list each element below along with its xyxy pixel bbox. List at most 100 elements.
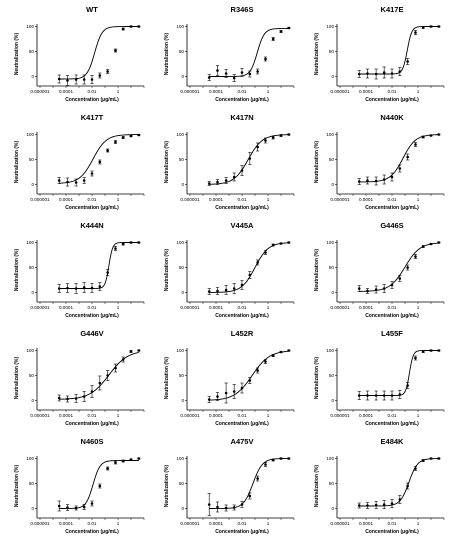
- y-axis-label: Neutralization (%): [314, 465, 320, 508]
- data-point: [398, 393, 402, 396]
- data-point: [57, 287, 61, 290]
- data-point: [414, 31, 417, 34]
- data-point: [82, 395, 86, 398]
- panel-title: L452R: [231, 329, 254, 338]
- data-point: [256, 70, 259, 73]
- x-axis-label: Concentration (μg/mL): [365, 313, 419, 319]
- x-tick-label: 1: [267, 89, 270, 94]
- data-point: [374, 394, 378, 397]
- panel-title: L455F: [381, 329, 403, 338]
- data-point: [121, 27, 125, 31]
- data-point: [271, 354, 275, 357]
- x-tick-label: 0.01: [88, 521, 97, 526]
- panel-g446s: G446S 0 50 100 0.000001 0.0001 0.01 1 Concentrat…: [314, 221, 445, 319]
- y-tick-label: 0: [31, 74, 34, 79]
- data-point: [137, 457, 141, 460]
- data-point: [106, 467, 109, 470]
- data-point: [90, 286, 94, 290]
- x-tick-label: 1: [417, 521, 420, 526]
- data-point: [271, 37, 275, 41]
- data-point: [406, 384, 409, 387]
- y-tick-label: 0: [331, 506, 334, 511]
- data-point: [232, 76, 236, 80]
- data-point: [429, 457, 433, 460]
- data-point: [98, 74, 102, 77]
- data-point: [366, 72, 369, 75]
- data-point: [406, 266, 409, 269]
- data-point: [114, 366, 117, 370]
- data-point: [421, 350, 425, 353]
- x-tick-label: 0.000001: [330, 305, 350, 310]
- data-point: [421, 26, 425, 29]
- data-point: [224, 391, 228, 395]
- x-axis-label: Concentration (μg/mL): [215, 97, 269, 103]
- y-axis-label: Neutralization (%): [314, 249, 320, 292]
- x-tick-label: 0.000001: [30, 413, 50, 418]
- data-point: [248, 494, 252, 498]
- data-point: [121, 459, 125, 463]
- fit-curve: [359, 242, 439, 292]
- y-axis-label: Neutralization (%): [14, 357, 20, 400]
- y-tick-label: 0: [181, 74, 184, 79]
- panel-title: K417T: [81, 113, 104, 122]
- data-point: [287, 133, 291, 136]
- y-tick-label: 50: [29, 157, 35, 162]
- x-tick-label: 1: [417, 89, 420, 94]
- panel-l455f: L455F 0 50 100 0.000001 0.0001 0.01 1 Concentrat…: [314, 329, 445, 427]
- data-point: [271, 136, 275, 139]
- y-tick-label: 50: [329, 157, 335, 162]
- x-tick-label: 0.000001: [180, 521, 200, 526]
- data-point: [279, 350, 283, 354]
- panel-title: R346S: [231, 5, 254, 14]
- data-point: [271, 458, 275, 462]
- data-point: [57, 396, 61, 400]
- panel-e484k: E484K 0 50 100 0.000001 0.0001 0.01 1 Concentrat…: [314, 437, 445, 535]
- data-point: [279, 30, 283, 33]
- y-tick-label: 100: [176, 240, 184, 245]
- x-tick-label: 1: [117, 89, 120, 94]
- y-tick-label: 100: [326, 348, 334, 353]
- data-point: [271, 243, 275, 247]
- data-point: [216, 69, 219, 72]
- data-point: [207, 290, 211, 293]
- data-point: [437, 349, 441, 352]
- x-tick-label: 0.0001: [359, 305, 373, 310]
- x-axis-label: Concentration (μg/mL): [65, 205, 119, 211]
- panel-title: WT: [86, 5, 98, 14]
- data-point: [390, 72, 394, 75]
- x-tick-label: 0.000001: [180, 89, 200, 94]
- data-point: [398, 498, 402, 501]
- data-point: [57, 504, 61, 508]
- data-point: [264, 463, 267, 466]
- data-point: [82, 179, 86, 182]
- data-point: [74, 287, 78, 290]
- data-point: [366, 504, 369, 507]
- panel-title: K417N: [230, 113, 253, 122]
- data-point: [66, 397, 69, 401]
- data-point: [374, 503, 378, 507]
- x-tick-label: 0.000001: [30, 197, 50, 202]
- panel-title: K417E: [381, 5, 404, 14]
- x-axis-label: Concentration (μg/mL): [65, 529, 119, 535]
- panel-title: N460S: [81, 437, 104, 446]
- data-point: [406, 155, 409, 159]
- x-tick-label: 0.0001: [209, 197, 223, 202]
- data-point: [98, 484, 102, 488]
- fit-curve: [59, 460, 139, 509]
- data-point: [121, 242, 125, 246]
- data-point: [437, 133, 441, 136]
- data-point: [264, 251, 267, 254]
- y-axis-label: Neutralization (%): [164, 465, 170, 508]
- y-tick-label: 0: [331, 74, 334, 79]
- data-point: [232, 390, 236, 393]
- panel-l452r: L452R 0 50 100 0.000001 0.0001 0.01 1 Concentrat…: [164, 329, 295, 427]
- panel-k444n: K444N 0 50 100 0.000001 0.0001 0.01 1 Concentrat…: [14, 221, 145, 319]
- data-point: [421, 135, 425, 139]
- data-point: [279, 242, 283, 245]
- y-tick-label: 50: [329, 373, 335, 378]
- y-tick-label: 50: [329, 265, 335, 270]
- data-point: [382, 503, 386, 506]
- y-tick-label: 100: [176, 132, 184, 137]
- y-tick-label: 100: [176, 456, 184, 461]
